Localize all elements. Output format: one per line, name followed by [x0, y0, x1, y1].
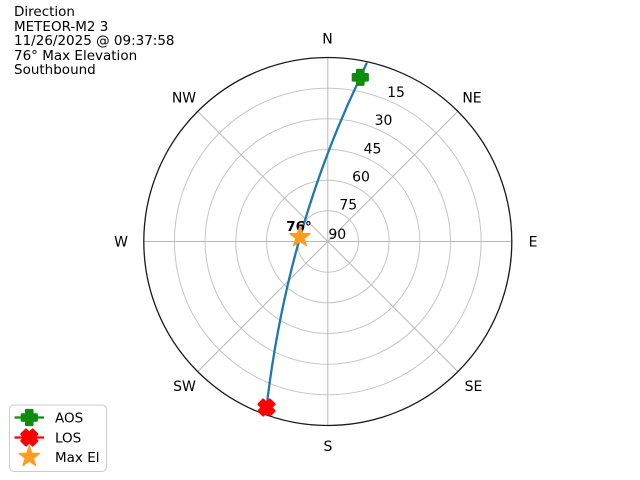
legend-los-label: LOS — [55, 431, 81, 447]
compass-labels: N NE E SE S SW W NW — [114, 32, 537, 456]
legend-item-max-el: Max El — [18, 445, 99, 467]
azimuth-spokes — [143, 57, 512, 426]
compass-label-s: S — [324, 439, 333, 455]
legend-item-los: LOS — [14, 425, 81, 450]
compass-label-ne: NE — [462, 91, 481, 107]
horizon-circle — [143, 56, 513, 427]
legend: AOS LOS Max El — [9, 404, 107, 472]
info-max-elevation: 76° Max Elevation — [14, 47, 138, 64]
elevation-tick-45: 45 — [364, 141, 382, 157]
compass-label-sw: SW — [173, 379, 196, 395]
info-pass-direction: Southbound — [14, 62, 96, 78]
info-title: Direction — [14, 4, 75, 20]
pass-info-panel: Direction METEOR-M2 3 11/26/2025 @ 09:37… — [14, 5, 175, 78]
satellite-track — [265, 62, 368, 409]
legend-item-aos: AOS — [14, 408, 83, 427]
aos-marker-icon — [351, 68, 369, 86]
compass-label-n: N — [322, 32, 332, 48]
legend-aos-label: AOS — [55, 411, 83, 427]
info-timestamp: 11/26/2025 @ 09:37:58 — [14, 33, 175, 49]
compass-label-w: W — [114, 235, 128, 251]
compass-label-se: SE — [465, 379, 483, 395]
legend-max-el-label: Max El — [55, 450, 99, 466]
elevation-tick-90: 90 — [328, 227, 346, 243]
elevation-tick-60: 60 — [352, 170, 370, 186]
compass-label-nw: NW — [172, 91, 196, 107]
spoke-nw-se — [197, 111, 459, 372]
elevation-tick-75: 75 — [339, 198, 357, 214]
max-el-annotation: 76° — [286, 219, 312, 235]
elevation-tick-15: 15 — [387, 85, 405, 101]
info-satellite-name: METEOR-M2 3 — [14, 18, 109, 35]
elevation-tick-labels: 15 30 45 60 75 90 — [328, 85, 405, 243]
compass-label-e: E — [529, 235, 538, 251]
elevation-tick-30: 30 — [375, 113, 393, 129]
